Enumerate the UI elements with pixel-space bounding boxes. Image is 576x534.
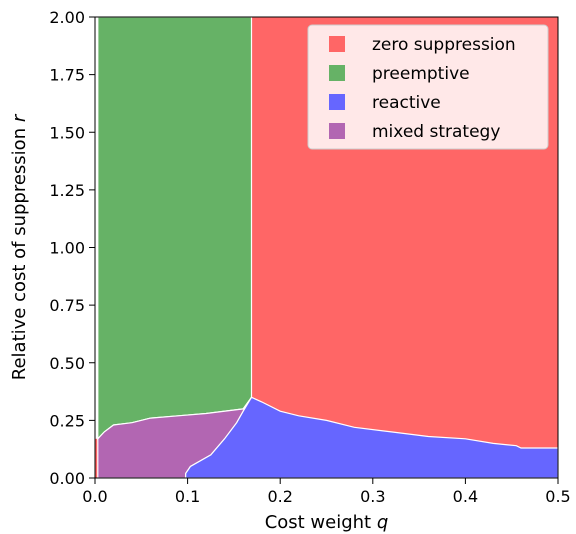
region-preemptive: [97, 16, 253, 441]
legend: zero suppression preemptive reactive mixed …: [307, 24, 549, 150]
y-tick-label: 2.00: [49, 8, 85, 27]
legend-swatch: [329, 94, 345, 110]
legend-swatch: [329, 123, 345, 139]
y-axis: 0.00 0.25 0.50 0.75 1.00 1.25 1.50 1.75 2.00: [49, 8, 95, 488]
y-tick-label: 0.75: [49, 296, 85, 315]
y-tick-label: 1.75: [49, 66, 85, 85]
legend-label: mixed strategy: [372, 122, 500, 142]
x-axis: 0.0 0.1 0.2 0.3 0.4 0.5: [82, 478, 571, 506]
y-axis-label-var: r: [9, 113, 30, 122]
y-tick-label: 0.00: [49, 469, 85, 488]
x-tick-label: 0.1: [175, 487, 200, 506]
y-tick-label: 1.25: [49, 181, 85, 200]
x-axis-label-var: q: [377, 512, 388, 533]
y-tick-label: 0.25: [49, 411, 85, 430]
x-axis-label-text: Cost weight: [265, 512, 371, 533]
legend-label: preemptive: [372, 64, 470, 84]
y-tick-label: 1.50: [49, 123, 85, 142]
x-tick-label: 0.0: [82, 487, 107, 506]
x-tick-label: 0.5: [545, 487, 570, 506]
legend-label: reactive: [372, 93, 441, 113]
legend-frame: [307, 24, 549, 150]
y-axis-label-text: Relative cost of suppression: [9, 128, 30, 380]
y-axis-label: Relative cost of suppression r: [9, 113, 30, 380]
legend-swatch: [329, 36, 345, 52]
left-edge-strip: [95, 17, 98, 439]
x-tick-label: 0.4: [453, 487, 478, 506]
legend-label: zero suppression: [372, 35, 516, 55]
y-tick-label: 1.00: [49, 239, 85, 258]
x-tick-label: 0.2: [267, 487, 292, 506]
x-axis-label: Cost weight q: [265, 512, 389, 533]
region-reactive: [185, 396, 559, 479]
y-tick-label: 0.50: [49, 354, 85, 373]
legend-swatch: [329, 65, 345, 81]
x-tick-label: 0.3: [360, 487, 385, 506]
